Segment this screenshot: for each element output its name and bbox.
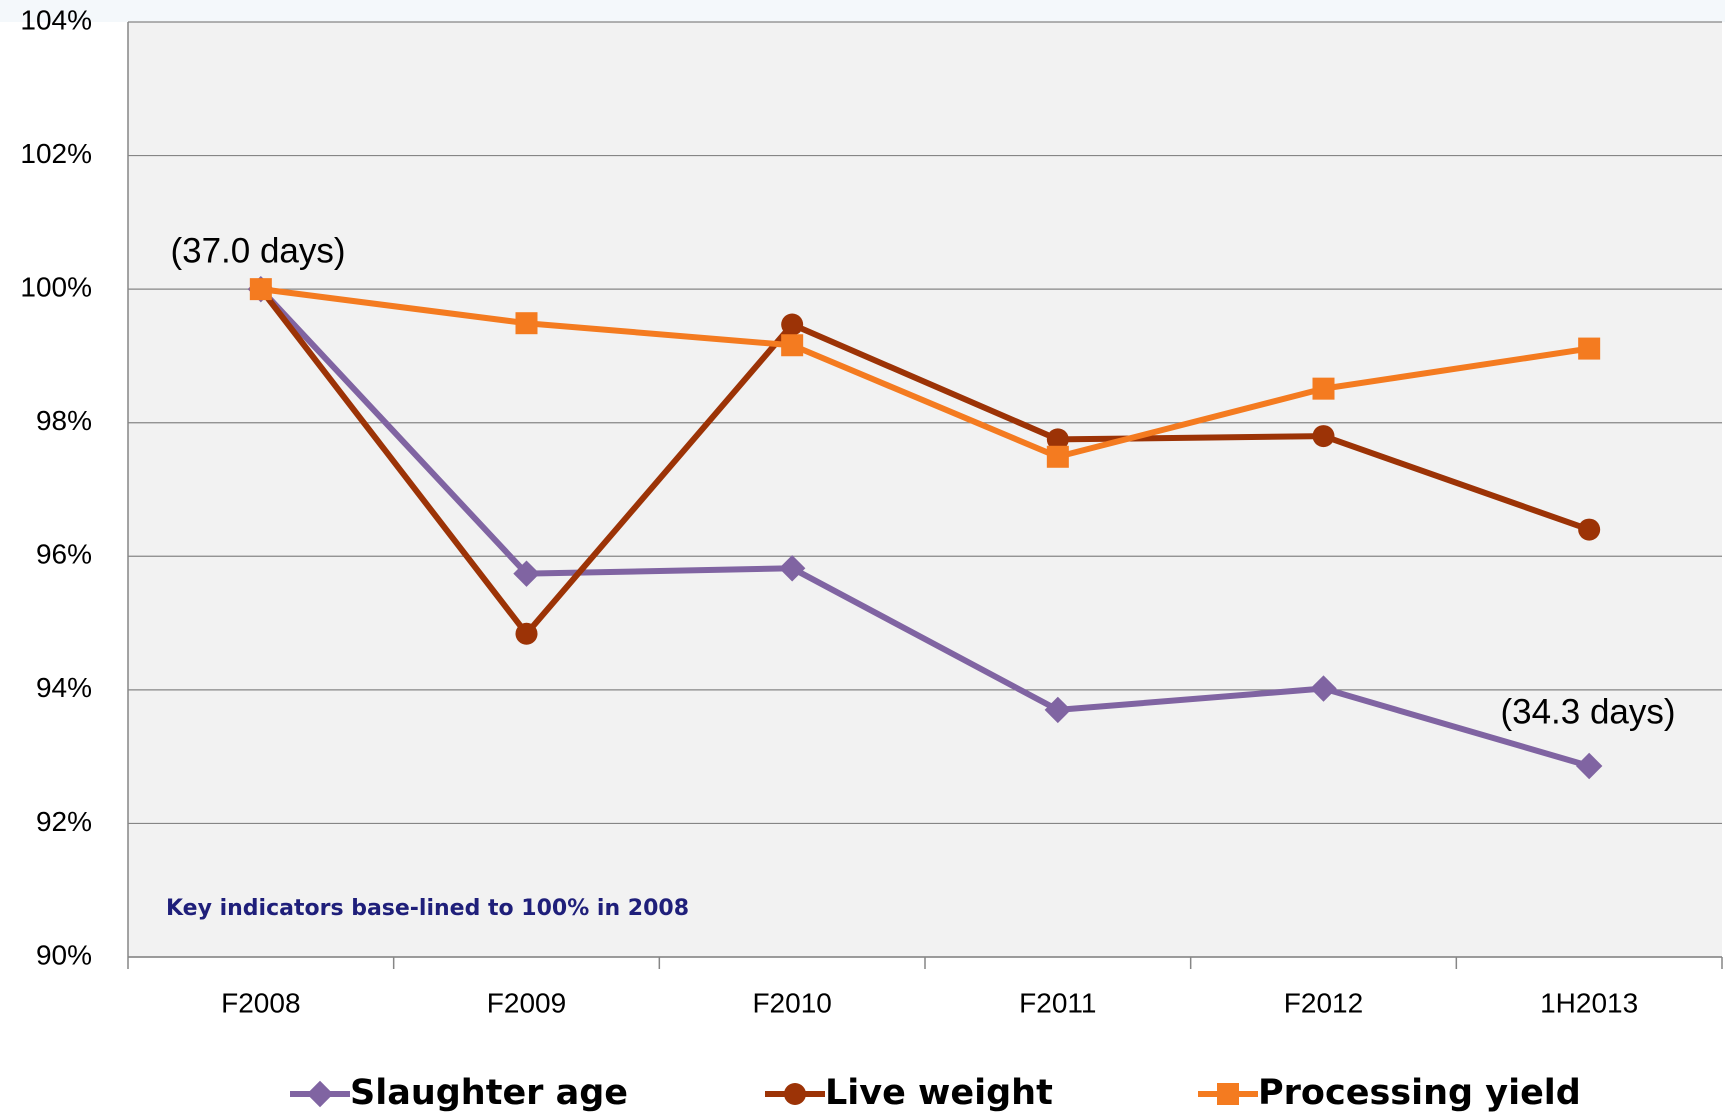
- marker: [249, 278, 272, 301]
- legend-label: Processing yield: [1258, 1073, 1581, 1113]
- marker: [1578, 518, 1601, 541]
- marker: [515, 312, 538, 335]
- y-tick-label: 94%: [36, 672, 92, 703]
- y-tick-label: 100%: [20, 272, 92, 303]
- marker: [781, 334, 804, 357]
- note: Key indicators base-lined to 100% in 200…: [166, 896, 689, 921]
- marker: [1575, 752, 1603, 780]
- marker: [778, 555, 806, 582]
- marker: [1310, 675, 1337, 702]
- x-tick-label: F2008: [221, 987, 300, 1018]
- marker: [781, 313, 804, 336]
- x-tick-label: 1H2013: [1540, 987, 1638, 1018]
- series-line: [258, 287, 1591, 769]
- x-tick-label: F2009: [487, 987, 566, 1018]
- marker: [1578, 337, 1601, 360]
- marker: [306, 1080, 334, 1108]
- marker: [1044, 696, 1072, 724]
- marker: [784, 1083, 806, 1105]
- y-tick-label: 96%: [36, 539, 92, 570]
- legend-label: Live weight: [825, 1073, 1053, 1113]
- x-tick-label: F2010: [752, 987, 831, 1018]
- marker: [1217, 1083, 1239, 1105]
- marker: [1046, 445, 1069, 468]
- marker: [1312, 377, 1335, 400]
- y-tick-label: 92%: [36, 806, 92, 837]
- y-tick-label: 90%: [36, 939, 92, 970]
- x-tick-label: F2011: [1019, 987, 1096, 1018]
- y-tick-label: 104%: [20, 4, 92, 35]
- series-line: [260, 286, 1590, 460]
- series-line: [258, 287, 1591, 637]
- marker: [1312, 425, 1335, 448]
- annotation: (34.3 days): [1500, 692, 1675, 731]
- marker: [513, 560, 540, 587]
- legend-label: Slaughter age: [350, 1073, 628, 1113]
- top-strip: [0, 0, 1725, 22]
- y-tick-label: 98%: [36, 405, 92, 436]
- marker: [515, 622, 538, 645]
- x-tick-label: F2012: [1284, 987, 1363, 1018]
- annotation: (37.0 days): [170, 231, 345, 270]
- marker: [1046, 428, 1069, 451]
- plot-area: [128, 22, 1722, 957]
- y-tick-label: 102%: [20, 138, 92, 169]
